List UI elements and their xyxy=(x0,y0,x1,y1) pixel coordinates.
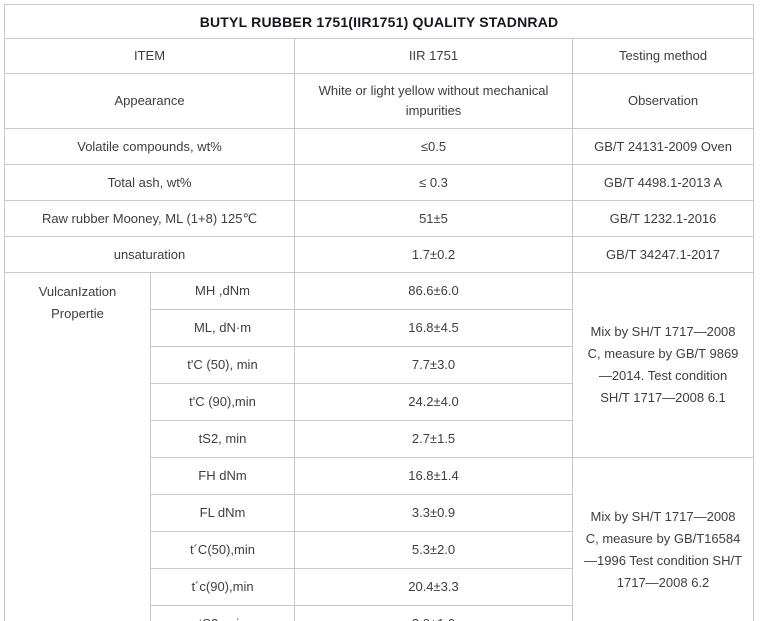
row-fl: FL dNm 3.3±0.9 xyxy=(5,494,754,532)
header-row: ITEM IIR 1751 Testing method xyxy=(4,38,755,74)
row-mh: VulcanIzation Propertie MH ,dNm 86.6±6.0… xyxy=(4,272,755,621)
volatile-value: ≤0.5 xyxy=(294,128,573,165)
tc50-1-value: 7.7±3.0 xyxy=(294,346,573,384)
total-ash-method: GB/T 4498.1-2013 A xyxy=(571,164,755,201)
ts2-1-value: 2.7±1.5 xyxy=(294,420,573,458)
row-ts2-2: tS2, min 2.0±1.0 xyxy=(5,605,754,621)
appearance-value: White or light yellow without mechanical… xyxy=(294,73,573,129)
col-header-method: Testing method xyxy=(571,38,755,74)
tc90-1-item: t'C (90),min xyxy=(150,383,295,421)
row-volatile-compounds: Volatile compounds, wt% ≤0.5 GB/T 24131-… xyxy=(4,128,755,165)
unsaturation-value: 1.7±0.2 xyxy=(294,236,573,273)
row-tc90-1: t'C (90),min 24.2±4.0 xyxy=(5,383,754,421)
title-row: BUTYL RUBBER 1751(IIR1751) QUALITY STADN… xyxy=(3,4,755,39)
tc50-1-item: t'C (50), min xyxy=(150,346,295,384)
unsaturation-method: GB/T 34247.1-2017 xyxy=(571,236,755,273)
row-fh: FH dNm 16.8±1.4 Mix by SH/T 1717—2008 C,… xyxy=(5,457,755,621)
row-tc50-1: t'C (50), min 7.7±3.0 xyxy=(5,346,754,384)
col-header-product: IIR 1751 xyxy=(294,38,573,74)
total-ash-item: Total ash, wt% xyxy=(4,164,295,201)
volatile-item: Volatile compounds, wt% xyxy=(4,128,295,165)
tc90-2-value: 20.4±3.3 xyxy=(294,568,573,606)
col-header-item: ITEM xyxy=(4,38,295,74)
table-title: BUTYL RUBBER 1751(IIR1751) QUALITY STADN… xyxy=(3,4,755,39)
ml-item: ML, dN·m xyxy=(150,309,295,347)
mh-value: 86.6±6.0 xyxy=(294,272,573,310)
appearance-method: Observation xyxy=(571,73,755,129)
tc50-2-value: 5.3±2.0 xyxy=(294,531,573,569)
unsaturation-item: unsaturation xyxy=(4,236,295,273)
vulcanization-method-2: Mix by SH/T 1717—2008 C, measure by GB/T… xyxy=(571,457,755,621)
tc90-1-value: 24.2±4.0 xyxy=(294,383,573,421)
mh-item: MH ,dNm xyxy=(150,272,295,310)
vulcanization-method-1: Mix by SH/T 1717—2008 C, measure by GB/T… xyxy=(571,272,755,458)
fl-item: FL dNm xyxy=(150,494,295,532)
fh-value: 16.8±1.4 xyxy=(294,457,573,495)
mooney-method: GB/T 1232.1-2016 xyxy=(571,200,755,237)
row-mooney: Raw rubber Mooney, ML (1+8) 125℃ 51±5 GB… xyxy=(4,200,755,237)
fh-item: FH dNm xyxy=(150,457,295,495)
ml-value: 16.8±4.5 xyxy=(294,309,573,347)
row-tc90-2: t´c(90),min 20.4±3.3 xyxy=(5,568,754,606)
vulcanization-label: VulcanIzation Propertie xyxy=(4,272,151,621)
row-ts2-1: tS2, min 2.7±1.5 xyxy=(5,420,754,458)
row-total-ash: Total ash, wt% ≤ 0.3 GB/T 4498.1-2013 A xyxy=(4,164,755,201)
tc90-2-item: t´c(90),min xyxy=(150,568,295,606)
ts2-2-value: 2.0±1.0 xyxy=(294,605,573,621)
appearance-item: Appearance xyxy=(4,73,295,129)
tc50-2-item: t´C(50),min xyxy=(150,531,295,569)
spec-table: BUTYL RUBBER 1751(IIR1751) QUALITY STADN… xyxy=(3,4,755,621)
ts2-2-item: tS2, min xyxy=(150,605,295,621)
mooney-value: 51±5 xyxy=(294,200,573,237)
row-appearance: Appearance White or light yellow without… xyxy=(4,73,755,129)
mooney-item: Raw rubber Mooney, ML (1+8) 125℃ xyxy=(4,200,295,237)
fl-value: 3.3±0.9 xyxy=(294,494,573,532)
row-ml: ML, dN·m 16.8±4.5 xyxy=(5,309,754,347)
volatile-method: GB/T 24131-2009 Oven xyxy=(571,128,755,165)
row-unsaturation: unsaturation 1.7±0.2 GB/T 34247.1-2017 xyxy=(4,236,755,273)
ts2-1-item: tS2, min xyxy=(150,420,295,458)
total-ash-value: ≤ 0.3 xyxy=(294,164,573,201)
